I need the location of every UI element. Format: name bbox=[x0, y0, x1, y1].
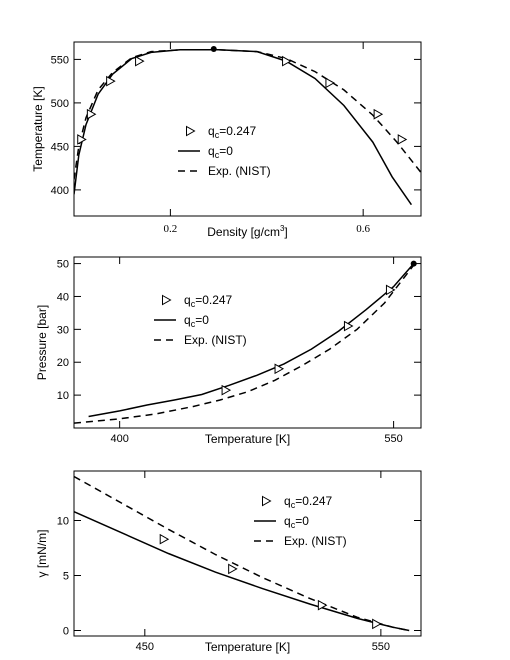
data-point-triangle bbox=[86, 108, 97, 120]
data-point-triangle bbox=[106, 75, 116, 87]
series-line-solid bbox=[74, 511, 410, 632]
y-tick-label: 500 bbox=[51, 98, 69, 110]
data-point-triangle bbox=[397, 134, 408, 145]
y-axis-label: Pressure [bar] bbox=[35, 305, 49, 380]
series-line-dashed bbox=[74, 49, 421, 180]
legend-marker-triangle bbox=[162, 294, 172, 306]
y-tick-label: 450 bbox=[51, 141, 69, 153]
data-point-triangle bbox=[159, 533, 170, 545]
plot-frame bbox=[73, 41, 422, 217]
x-axis-label: Temperature [K] bbox=[205, 640, 290, 654]
data-point-triangle bbox=[77, 134, 87, 145]
y-tick-label: 30 bbox=[57, 324, 69, 336]
plot-area bbox=[74, 49, 421, 206]
chart-panel-3: 450 550 0 5 10 Temperature [K] γ [mN/m] qc=0.24… bbox=[35, 470, 422, 654]
y-tick-label: 0 bbox=[63, 626, 69, 638]
data-point-triangle bbox=[274, 363, 285, 375]
y-axis-label: Temperature [K] bbox=[31, 86, 45, 171]
x-tick-label: 0.6 bbox=[356, 223, 370, 235]
data-point-triangle bbox=[372, 618, 382, 630]
legend-label: qc=0.247 bbox=[184, 293, 233, 309]
legend-label: qc=0 bbox=[184, 313, 209, 329]
legend-label: qc=0 bbox=[284, 514, 309, 530]
plot-area bbox=[74, 475, 410, 632]
x-axis-label: Density [g/cm3] bbox=[207, 224, 287, 239]
chart-panel-2: 400 550 10 20 30 40 50 Temperature [K] Pressure … bbox=[35, 256, 422, 446]
legend-label: Exp. (NIST) bbox=[184, 333, 247, 347]
plot-area bbox=[74, 263, 415, 424]
series-line-solid bbox=[88, 263, 415, 418]
y-tick-label: 20 bbox=[57, 357, 69, 369]
y-tick-label: 400 bbox=[51, 185, 69, 197]
x-tick-label: 550 bbox=[384, 433, 402, 445]
y-tick-label: 50 bbox=[57, 259, 69, 271]
legend-label: Exp. (NIST) bbox=[208, 164, 271, 178]
data-point-triangle bbox=[385, 284, 396, 296]
y-axis-label: γ [mN/m] bbox=[35, 530, 49, 578]
legend-label: qc=0 bbox=[208, 144, 233, 160]
y-tick-label: 40 bbox=[57, 291, 69, 303]
data-point-triangle bbox=[343, 320, 354, 332]
data-point-triangle bbox=[325, 77, 335, 89]
series-line-dashed bbox=[74, 475, 410, 632]
data-point-triangle bbox=[373, 108, 384, 120]
plot-frame bbox=[73, 256, 422, 429]
critical-point bbox=[410, 260, 417, 267]
x-tick-label: 550 bbox=[372, 641, 390, 653]
x-tick-label: 450 bbox=[136, 641, 154, 653]
legend-marker-triangle bbox=[186, 125, 196, 137]
data-point-triangle bbox=[228, 563, 238, 575]
data-point-triangle bbox=[282, 55, 292, 67]
y-tick-label: 10 bbox=[57, 390, 69, 402]
legend-marker-triangle bbox=[262, 495, 272, 507]
data-point-triangle bbox=[135, 55, 145, 67]
plot-frame bbox=[73, 470, 422, 637]
x-tick-label: 0.2 bbox=[164, 223, 178, 235]
critical-point bbox=[210, 45, 217, 52]
x-axis-label: Temperature [K] bbox=[205, 432, 290, 446]
x-tick-label: 400 bbox=[110, 433, 128, 445]
series-line-dashed bbox=[74, 264, 415, 424]
chart-panel-1: 0.2 0.6 400 450 500 550 Density [g/cm3] Tempera… bbox=[31, 41, 422, 239]
legend-label: qc=0.247 bbox=[208, 124, 257, 140]
data-point-triangle bbox=[221, 384, 232, 396]
legend-label: Exp. (NIST) bbox=[284, 534, 347, 548]
data-point-triangle bbox=[317, 599, 328, 611]
y-tick-label: 10 bbox=[57, 516, 69, 528]
y-tick-label: 5 bbox=[63, 571, 69, 583]
legend-label: qc=0.247 bbox=[284, 494, 333, 510]
y-tick-label: 550 bbox=[51, 54, 69, 66]
